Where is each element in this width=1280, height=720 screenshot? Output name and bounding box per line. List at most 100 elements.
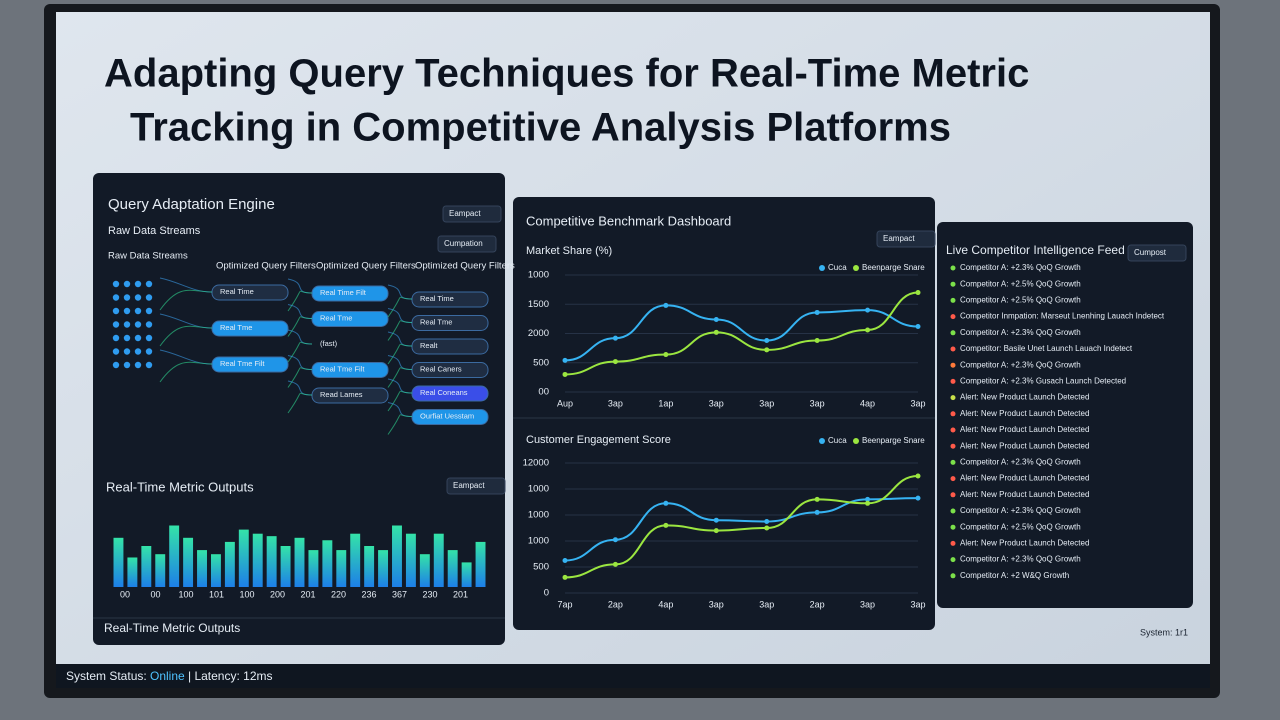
title-line: Adapting Query Techniques for Real-Time … xyxy=(104,52,1029,96)
stream-dot xyxy=(145,361,153,369)
column-label: Optimized Query Filters xyxy=(415,261,515,272)
feed-bullet xyxy=(950,524,956,530)
feed-item: Alert: New Product Launch Detected xyxy=(960,490,1089,499)
feed-item: Competitor A: +2.3% QoQ Growth xyxy=(960,263,1081,272)
bar xyxy=(210,554,221,587)
stream-dot xyxy=(145,307,153,315)
feed-item: Competitor A: +2.3% Gusach Launch Detect… xyxy=(960,377,1126,386)
x-tick-label: 3ap xyxy=(608,398,623,408)
point xyxy=(915,495,921,501)
feed-bullet xyxy=(950,362,956,368)
feed-item: Competitor A: +2.3% QoQ Growth xyxy=(960,506,1081,515)
x-tick-label: 100 xyxy=(178,589,193,599)
feed-bullet xyxy=(950,459,956,465)
stream-dot xyxy=(112,294,120,301)
x-tick-label: 3ap xyxy=(910,398,925,408)
bar xyxy=(322,540,333,587)
stream-dot xyxy=(112,307,120,315)
x-tick-label: 00 xyxy=(120,589,130,599)
feed-bullet xyxy=(950,314,956,320)
bar xyxy=(141,546,152,587)
legend-dot xyxy=(853,265,859,271)
dropdown[interactable] xyxy=(446,477,506,495)
y-tick-label: 1500 xyxy=(528,299,549,310)
panel-title: Real-Time Metric Outputs xyxy=(106,479,254,494)
feed-item: Alert: New Product Launch Detected xyxy=(960,441,1089,450)
dropdown[interactable] xyxy=(437,235,497,253)
flow-line xyxy=(387,296,413,318)
x-tick-label: 101 xyxy=(209,589,224,599)
point xyxy=(713,517,719,523)
status-latency: | Latency: 12ms xyxy=(188,669,273,683)
feed-bullet xyxy=(950,281,956,287)
feed-item: Alert: New Product Launch Detected xyxy=(960,409,1089,418)
point xyxy=(562,558,568,563)
dropdown[interactable] xyxy=(876,230,936,248)
flow-line xyxy=(287,367,313,388)
feed-bullet xyxy=(950,443,956,449)
feed-item: Competitor A: +2.3% QoQ Growth xyxy=(960,555,1081,564)
filter-pill-label: Real Caners xyxy=(420,364,462,373)
dropdown[interactable] xyxy=(1127,244,1187,262)
point xyxy=(713,316,719,322)
stream-dot xyxy=(145,280,153,288)
flow-line xyxy=(159,361,213,383)
bar xyxy=(155,554,166,587)
filter-pill-label: Ourfiat Uesstam xyxy=(420,411,474,420)
filter-pill-label: Real Tme xyxy=(320,313,352,322)
feed-item: Competitor A: +2.5% QoQ Growth xyxy=(960,522,1081,531)
feed-item: Competitor A: +2.3% QoQ Growth xyxy=(960,458,1081,467)
filter-pill-label: Real Time xyxy=(420,294,454,303)
y-tick-label: 12000 xyxy=(523,458,549,469)
x-tick-label: Aup xyxy=(557,398,573,408)
feed-bullet xyxy=(950,346,956,352)
point xyxy=(764,338,770,344)
point xyxy=(663,352,669,358)
flow-line xyxy=(387,414,413,435)
bar xyxy=(169,525,180,587)
feed-item: Alert: New Product Launch Detected xyxy=(960,393,1089,402)
x-tick-label: 367 xyxy=(392,589,407,599)
legend-dot xyxy=(819,265,825,271)
feed-bullet xyxy=(950,427,956,433)
bar xyxy=(238,529,249,587)
dropdown-label: Cumpation xyxy=(444,239,483,248)
bar xyxy=(183,537,194,587)
point xyxy=(865,496,871,502)
feed-item: Competitor: Basile Unet Launch Lauach In… xyxy=(960,344,1133,353)
stream-dot xyxy=(112,348,120,355)
point xyxy=(915,323,921,329)
panel-title: Live Competitor Intelligence Feed xyxy=(946,243,1125,257)
chart-title: Market Share (%) xyxy=(526,245,612,257)
feed-bullet xyxy=(950,330,956,336)
legend-dot xyxy=(819,438,825,444)
bar xyxy=(308,550,319,587)
feed-bullet xyxy=(950,378,956,384)
bar xyxy=(405,533,416,587)
stream-dot xyxy=(123,307,131,315)
point xyxy=(764,519,770,524)
bar xyxy=(461,562,472,587)
feed-bullet xyxy=(950,411,956,417)
filter-pill-label: Realt xyxy=(420,341,438,350)
flow-line xyxy=(287,316,313,337)
feed-bullet xyxy=(950,297,956,303)
x-tick-label: 3ap xyxy=(860,599,875,609)
dropdown[interactable] xyxy=(442,205,502,223)
bar xyxy=(113,537,124,587)
x-tick-label: 4ap xyxy=(860,398,875,408)
y-tick-label: 0 xyxy=(544,588,549,599)
panel-title: Competitive Benchmark Dashboard xyxy=(526,213,731,228)
panel-footer: Real-Time Metric Outputs xyxy=(104,621,240,635)
stream-dot xyxy=(134,361,142,369)
dropdown-label: Cumpost xyxy=(1134,248,1167,257)
stream-dot xyxy=(134,348,142,355)
status-bar xyxy=(56,664,1210,688)
y-tick-label: 500 xyxy=(533,562,549,573)
title-line: Tracking in Competitive Analysis Platfor… xyxy=(130,106,951,150)
bar xyxy=(197,550,207,587)
chart-title: Customer Engagement Score xyxy=(526,434,671,446)
x-tick-label: 3ap xyxy=(759,599,774,609)
stream-dot xyxy=(123,334,131,342)
stream-dot xyxy=(134,307,142,315)
